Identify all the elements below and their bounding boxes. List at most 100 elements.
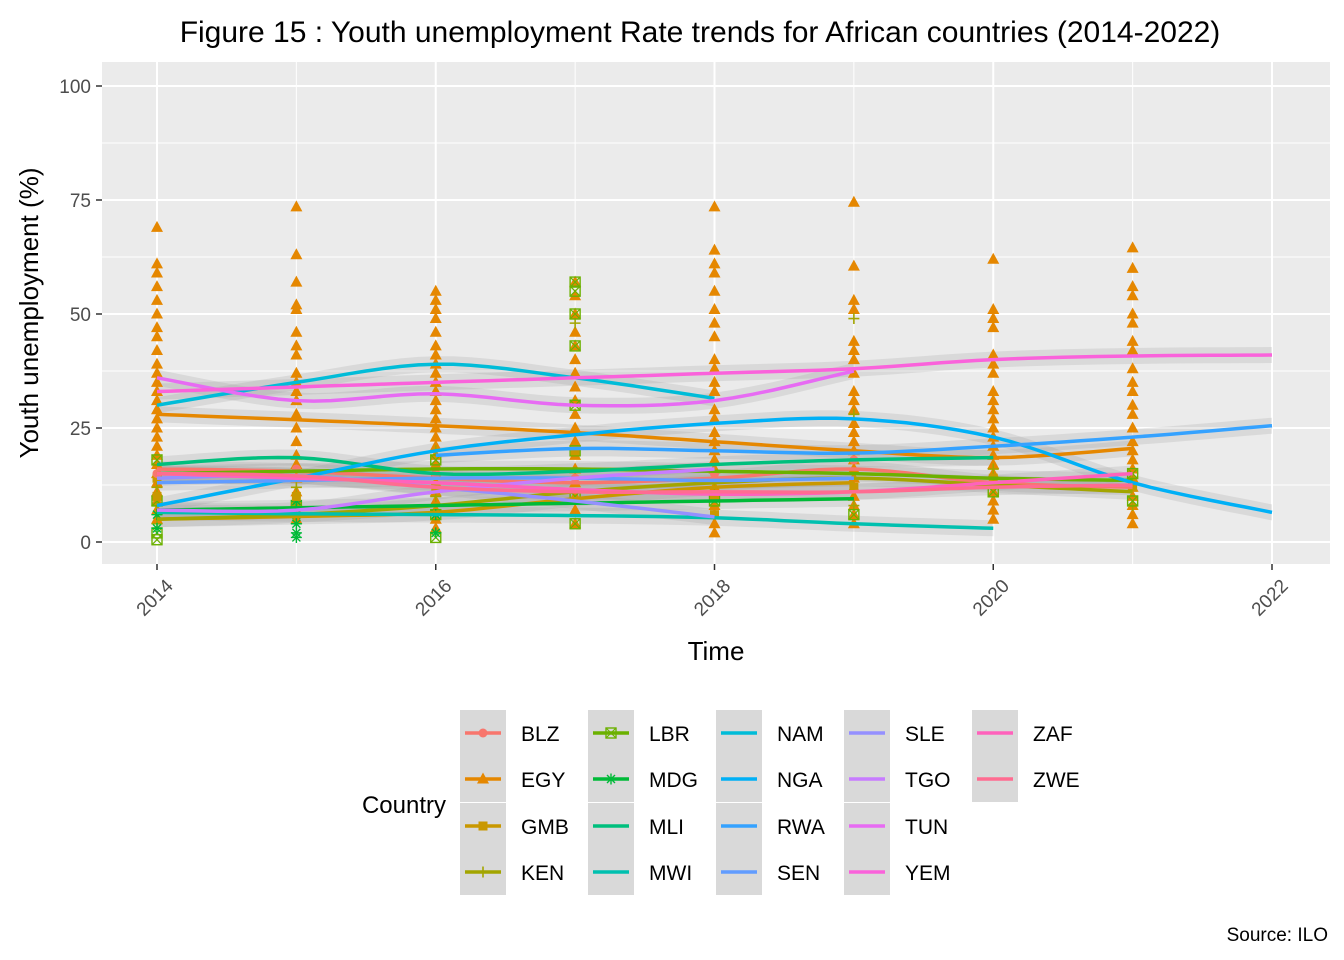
point-egy <box>1126 375 1139 387</box>
point-egy <box>151 439 163 451</box>
point-egy <box>290 200 303 212</box>
x-tick-labels: 2014 2016 2018 2020 2022 <box>133 564 1293 620</box>
point-egy <box>1126 508 1139 520</box>
series-line-mdg <box>156 496 854 512</box>
point-egy <box>429 403 442 415</box>
point-egy <box>708 426 721 438</box>
point-egy <box>847 435 860 447</box>
point-egy <box>151 280 163 292</box>
y-tick-label: 100 <box>59 77 91 98</box>
legend-item-rwa: RWA <box>716 803 825 849</box>
point-egy <box>708 385 721 397</box>
point-egy <box>987 494 1000 506</box>
legend-label: ZAF <box>1033 723 1073 746</box>
point-egy <box>151 307 163 319</box>
legend-label: NAM <box>777 723 824 746</box>
point-egy <box>1126 362 1139 374</box>
point-egy <box>987 252 1000 264</box>
point-egy <box>151 366 163 378</box>
point-gmb <box>1128 482 1138 492</box>
legend-label: MDG <box>649 769 698 792</box>
point-lbr <box>848 508 860 521</box>
x-axis-title: Time <box>688 636 745 666</box>
point-egy <box>1126 435 1139 447</box>
point-egy <box>1126 517 1139 529</box>
point-egy <box>987 503 1000 515</box>
point-egy <box>1126 453 1139 465</box>
point-egy <box>429 325 442 337</box>
legend-key-marker <box>478 728 488 738</box>
series-line-yem <box>156 353 1273 394</box>
point-lbr <box>569 518 581 530</box>
point-mdg <box>151 522 163 534</box>
point-egy <box>569 353 582 365</box>
point-egy <box>987 366 1000 378</box>
series-line-lbr <box>156 467 1133 483</box>
point-egy <box>1126 334 1139 346</box>
series-line-tun <box>156 369 855 408</box>
point-egy <box>987 403 1000 415</box>
series-line-zwe <box>156 471 1133 494</box>
y-tick-label: 75 <box>70 191 91 212</box>
point-ken <box>987 463 999 475</box>
legend-label: LBR <box>649 723 690 746</box>
legend-label: SEN <box>777 862 820 885</box>
legend-key-marker <box>477 772 489 784</box>
point-egy <box>847 508 860 520</box>
point-egy <box>290 302 303 314</box>
legend-item-tgo: TGO <box>844 756 951 802</box>
point-mdg <box>290 518 302 530</box>
point-egy <box>290 421 303 433</box>
point-egy <box>429 394 442 406</box>
series-line-rwa <box>435 423 1273 458</box>
point-mdg <box>290 531 302 543</box>
point-egy <box>1126 307 1139 319</box>
legend-label: KEN <box>521 862 564 885</box>
point-egy <box>1126 280 1139 292</box>
source-caption: Source: ILO <box>1227 925 1328 946</box>
point-egy <box>847 426 860 438</box>
point-mdg <box>290 495 302 507</box>
point-egy <box>429 348 442 360</box>
point-lbr <box>569 340 581 352</box>
series-line-nam <box>156 362 715 407</box>
point-egy <box>151 412 163 424</box>
point-egy <box>151 293 163 305</box>
legend-item-zwe: ZWE <box>972 756 1080 802</box>
legend-key-marker <box>477 866 489 878</box>
point-egy <box>987 421 1000 433</box>
point-mdg <box>151 509 163 521</box>
point-lbr <box>569 276 581 288</box>
point-egy <box>569 407 582 419</box>
point-egy <box>151 357 163 369</box>
legend-label: SLE <box>905 723 945 746</box>
point-egy <box>1126 289 1139 301</box>
point-egy <box>290 407 303 419</box>
legend-item-nga: NGA <box>716 756 823 802</box>
point-egy <box>1126 398 1139 410</box>
legend-label: ZWE <box>1033 769 1080 792</box>
legend-item-yem: YEM <box>844 849 951 895</box>
y-tick-labels: 0 25 50 75 100 <box>59 77 102 554</box>
point-egy <box>151 321 163 333</box>
point-egy <box>569 421 582 433</box>
point-egy <box>987 512 1000 524</box>
point-egy <box>708 330 721 342</box>
legend-key-marker <box>605 773 617 785</box>
legend-label: GMB <box>521 816 569 839</box>
point-egy <box>708 362 721 374</box>
point-egy <box>569 325 582 337</box>
point-egy <box>429 439 442 451</box>
point-gmb <box>849 482 859 492</box>
point-egy <box>151 421 163 433</box>
point-egy <box>987 394 1000 406</box>
point-egy <box>290 275 303 287</box>
point-egy <box>847 385 860 397</box>
point-egy <box>429 366 442 378</box>
point-egy <box>151 330 163 342</box>
point-egy <box>1126 316 1139 328</box>
point-egy <box>1126 261 1139 273</box>
point-egy <box>151 394 163 406</box>
point-egy <box>1126 407 1139 419</box>
point-egy <box>708 499 721 511</box>
